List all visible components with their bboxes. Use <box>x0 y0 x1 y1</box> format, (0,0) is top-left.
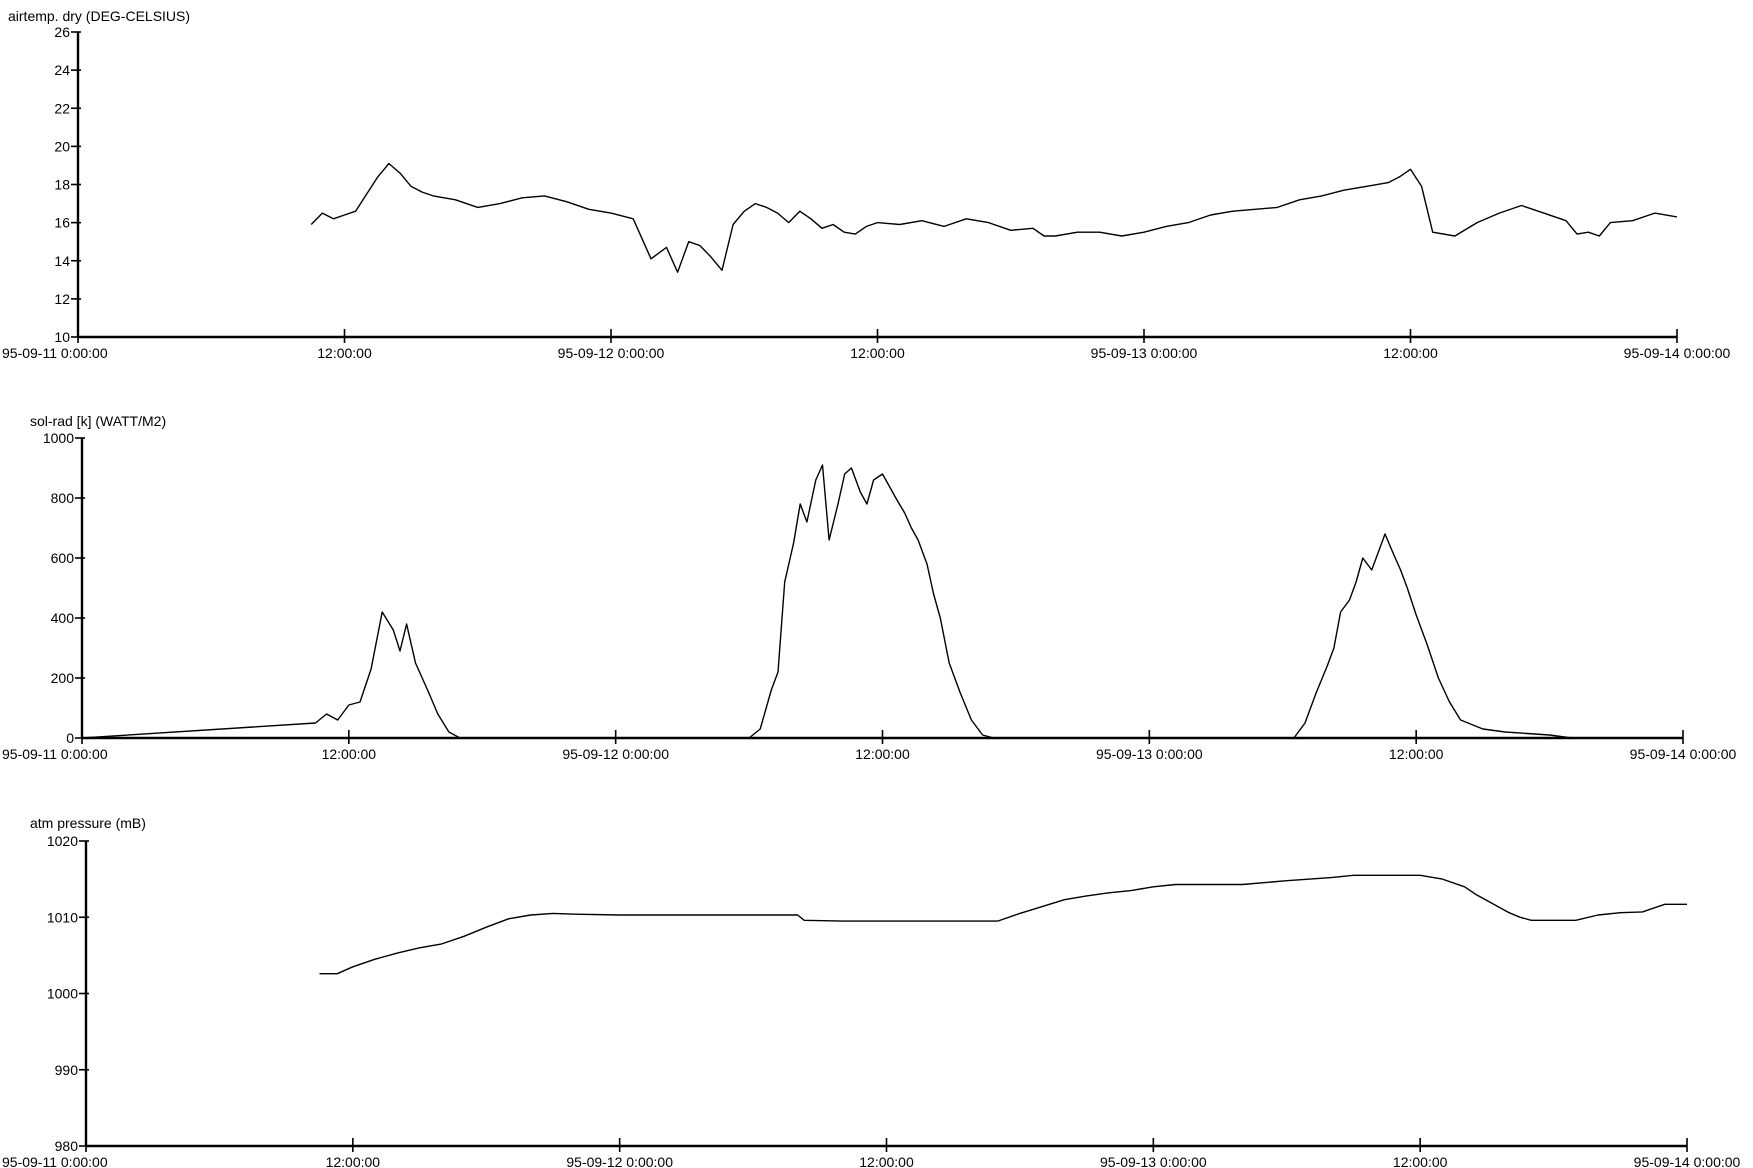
x-tick-label: 12:00:00 <box>317 345 372 361</box>
x-tick-label: 95-09-13 0:00:00 <box>1096 746 1203 762</box>
y-tick-label: 14 <box>54 253 70 269</box>
x-tick-label: 95-09-11 0:00:00 <box>2 1154 108 1168</box>
x-tick-label: 95-09-13 0:00:00 <box>1091 345 1198 361</box>
y-tick-label: 0 <box>66 730 74 746</box>
y-tick-label: 18 <box>54 177 70 193</box>
y-tick-label: 20 <box>54 138 70 154</box>
series-line <box>319 874 1687 975</box>
y-tick-label: 400 <box>51 610 75 626</box>
chart-title: sol-rad [k] (WATT/M2) <box>30 413 166 429</box>
y-tick-label: 1020 <box>47 833 78 849</box>
x-tick-label: 95-09-11 0:00:00 <box>2 746 108 762</box>
y-tick-label: 200 <box>51 670 75 686</box>
x-tick-label: 95-09-12 0:00:00 <box>558 345 665 361</box>
x-tick-label: 12:00:00 <box>859 1154 914 1168</box>
y-tick-label: 24 <box>54 62 70 78</box>
x-tick-label: 95-09-14 0:00:00 <box>1630 746 1737 762</box>
x-tick-label: 95-09-14 0:00:00 <box>1624 345 1731 361</box>
x-tick-label: 95-09-14 0:00:00 <box>1634 1154 1741 1168</box>
y-tick-label: 980 <box>55 1138 79 1154</box>
y-tick-label: 1000 <box>47 986 78 1002</box>
y-tick-label: 12 <box>54 291 70 307</box>
chart-title: airtemp. dry (DEG-CELSIUS) <box>8 8 190 24</box>
x-tick-label: 95-09-12 0:00:00 <box>562 746 669 762</box>
x-tick-label: 12:00:00 <box>855 746 910 762</box>
x-tick-label: 12:00:00 <box>1389 746 1444 762</box>
x-tick-label: 12:00:00 <box>1383 345 1438 361</box>
chart-panel-airtemp: airtemp. dry (DEG-CELSIUS) 10 12 14 16 18 20 22… <box>2 8 1731 361</box>
chart-panel-sol-rad: sol-rad [k] (WATT/M2) 0 200 400 600 800 1000 95… <box>2 413 1737 762</box>
y-tick-label: 10 <box>54 329 70 345</box>
chart-panel-atm-pressure: atm pressure (mB) 980 990 1000 1010 1020 95-09… <box>2 815 1741 1168</box>
y-tick-label: 1000 <box>43 430 74 446</box>
x-tick-label: 12:00:00 <box>1393 1154 1448 1168</box>
x-tick-label: 12:00:00 <box>850 345 905 361</box>
y-tick-label: 16 <box>54 215 70 231</box>
y-tick-label: 1010 <box>47 909 78 925</box>
y-tick-label: 600 <box>51 550 75 566</box>
chart-title: atm pressure (mB) <box>30 815 146 831</box>
x-tick-label: 12:00:00 <box>322 746 377 762</box>
x-tick-label: 95-09-12 0:00:00 <box>566 1154 673 1168</box>
series-line <box>81 464 1683 739</box>
series-line <box>310 162 1678 273</box>
y-tick-label: 800 <box>51 490 75 506</box>
x-tick-label: 12:00:00 <box>326 1154 381 1168</box>
x-tick-label: 95-09-11 0:00:00 <box>2 345 108 361</box>
y-tick-label: 990 <box>55 1062 79 1078</box>
x-tick-label: 95-09-13 0:00:00 <box>1100 1154 1207 1168</box>
y-tick-label: 26 <box>54 24 70 40</box>
y-tick-label: 22 <box>54 100 70 116</box>
